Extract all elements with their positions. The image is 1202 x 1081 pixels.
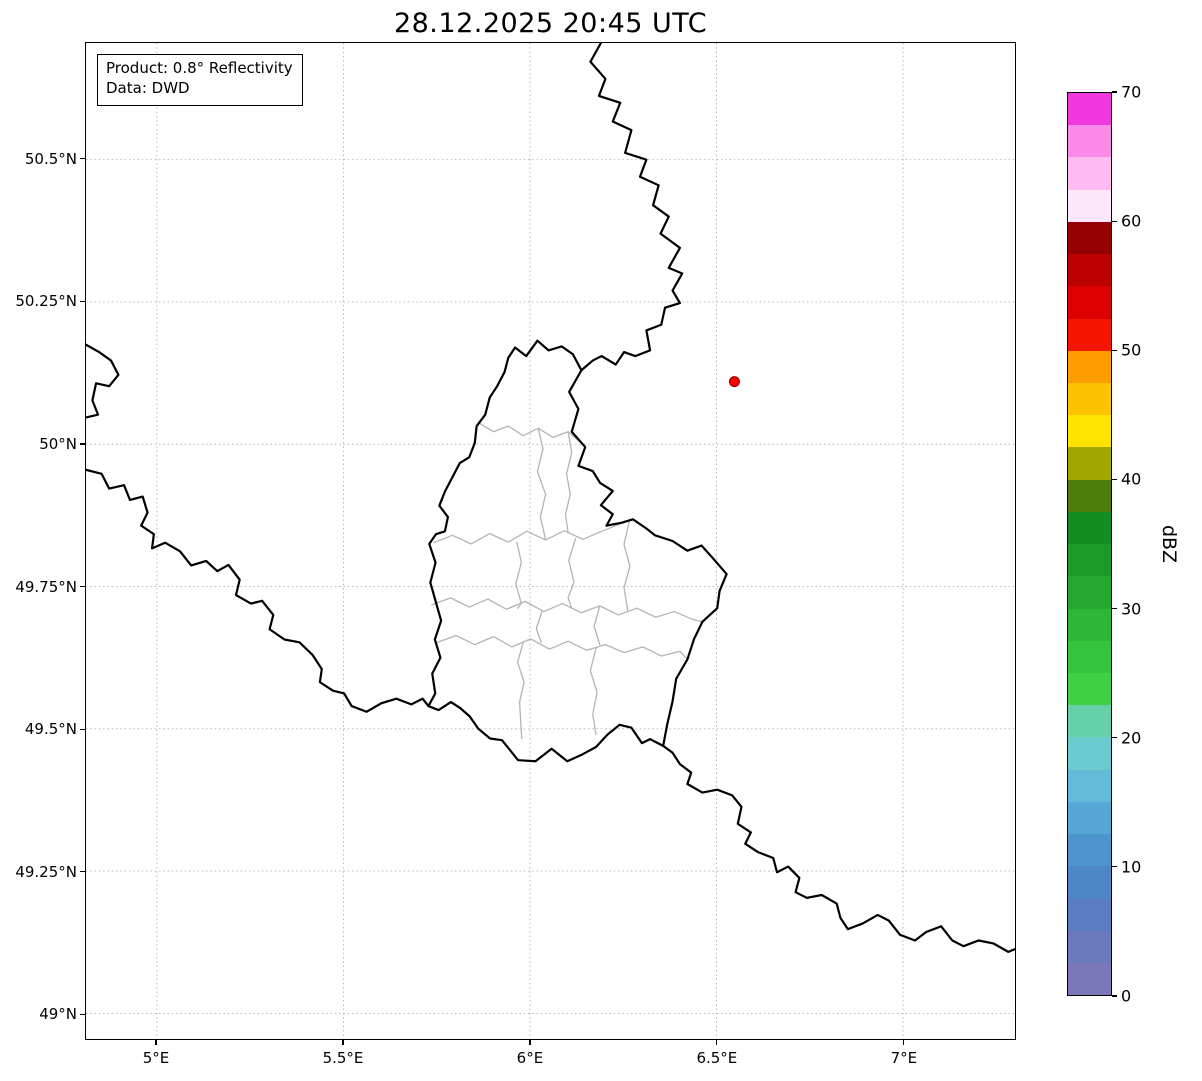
y-axis-tick	[80, 586, 85, 588]
canton-boundary	[431, 597, 704, 623]
colorbar-tick-label: 60	[1121, 211, 1142, 231]
canton-boundary	[567, 538, 577, 609]
colorbar-tick-label: 40	[1121, 469, 1142, 489]
colorbar-band	[1068, 640, 1111, 673]
colorbar-tick-label: 0	[1121, 986, 1132, 1006]
colorbar-tick-label: 10	[1121, 857, 1142, 877]
y-axis-tick	[80, 728, 85, 730]
x-axis-tick-label: 5.5°E	[322, 1049, 364, 1067]
colorbar-tick-label: 20	[1121, 728, 1142, 748]
y-axis-tick-label: 49.25°N	[15, 862, 77, 881]
colorbar-tick-label: 70	[1121, 82, 1142, 102]
y-axis-tick	[80, 300, 85, 303]
colorbar-tick	[1112, 478, 1117, 481]
canton-boundary	[436, 634, 689, 661]
colorbar-tick	[1112, 220, 1117, 222]
x-axis-tick-label: 6.5°E	[696, 1049, 738, 1067]
canton-boundary	[477, 421, 585, 447]
colorbar-tick	[1112, 866, 1117, 868]
x-axis-tick-label: 7°E	[890, 1049, 918, 1067]
y-axis-tick	[80, 443, 85, 445]
x-axis-tick	[903, 1040, 905, 1045]
y-axis-tick	[80, 158, 85, 160]
colorbar-band	[1068, 93, 1111, 126]
colorbar-band	[1068, 962, 1111, 996]
canton-boundary	[623, 520, 631, 612]
colorbar-axis-label: dBZ	[1158, 524, 1180, 564]
colorbar-band	[1068, 544, 1111, 577]
colorbar-band	[1068, 415, 1111, 448]
france-belgium-givet-border	[86, 343, 120, 419]
colorbar-tick	[1112, 607, 1117, 610]
y-axis-tick-label: 50.5°N	[24, 149, 77, 168]
y-axis-tick-label: 49.5°N	[24, 720, 77, 739]
colorbar-band	[1068, 382, 1111, 416]
colorbar-band	[1068, 834, 1111, 867]
canton-boundary	[517, 641, 525, 740]
colorbar-band	[1068, 866, 1111, 899]
belgium-germany-border	[580, 43, 684, 372]
figure-title: 28.12.2025 20:45 UTC	[393, 8, 708, 39]
colorbar-band	[1068, 350, 1111, 383]
x-axis-tick-label: 5°E	[142, 1049, 170, 1067]
colorbar-band	[1068, 608, 1111, 641]
colorbar-band	[1068, 672, 1111, 706]
colorbar-band	[1068, 221, 1111, 255]
colorbar-band	[1068, 705, 1111, 738]
colorbar-band	[1068, 801, 1111, 835]
x-axis-tick	[529, 1040, 531, 1045]
colorbar-tick	[1112, 737, 1117, 739]
map-canvas	[86, 43, 1015, 1039]
colorbar-band	[1068, 318, 1111, 351]
colorbar-band	[1068, 769, 1111, 802]
canton-boundary	[593, 605, 601, 646]
product-info-box: Product: 0.8° Reflectivity Data: DWD	[97, 54, 303, 106]
canton-boundary	[536, 427, 547, 541]
product-info-line: Product: 0.8° Reflectivity	[106, 59, 293, 77]
colorbar-band	[1068, 479, 1111, 512]
colorbar-band	[1068, 930, 1111, 963]
colorbar-band	[1068, 157, 1111, 190]
y-axis-tick	[80, 1013, 85, 1015]
y-axis-tick	[80, 871, 85, 873]
map-plot-area: Product: 0.8° Reflectivity Data: DWD	[85, 42, 1016, 1040]
colorbar-band	[1068, 286, 1111, 319]
colorbar-tick-label: 50	[1121, 340, 1142, 360]
colorbar-band	[1068, 447, 1111, 480]
colorbar-band	[1068, 898, 1111, 931]
luxembourg-outline	[427, 339, 728, 763]
colorbar-band	[1068, 189, 1111, 222]
colorbar-band	[1068, 511, 1111, 545]
colorbar-band	[1068, 254, 1111, 287]
y-axis-tick-label: 50.25°N	[15, 292, 77, 311]
canton-boundary	[535, 610, 543, 643]
canton-boundary	[433, 518, 633, 545]
x-axis-tick	[342, 1040, 344, 1045]
y-axis-tick-label: 49°N	[39, 1005, 77, 1024]
belgium-france-border	[86, 468, 430, 713]
data-source-line: Data: DWD	[106, 78, 190, 97]
radar-site-marker	[728, 376, 740, 388]
x-axis-tick	[155, 1040, 157, 1045]
colorbar-band	[1068, 737, 1111, 770]
colorbar-tick-label: 30	[1121, 599, 1142, 619]
colorbar-tick	[1112, 91, 1117, 93]
colorbar-tick	[1112, 349, 1117, 351]
colorbar-tick	[1112, 995, 1117, 997]
x-axis-tick	[716, 1040, 718, 1045]
colorbar-band	[1068, 576, 1111, 609]
y-axis-tick-label: 49.75°N	[15, 577, 77, 596]
canton-boundary	[564, 431, 573, 534]
y-axis-tick-label: 50°N	[39, 435, 77, 454]
x-axis-tick-label: 6°E	[516, 1049, 544, 1067]
france-germany-border	[662, 744, 1015, 953]
canton-boundary	[515, 541, 523, 609]
colorbar	[1067, 92, 1112, 996]
colorbar-band	[1068, 125, 1111, 158]
canton-boundary	[589, 647, 598, 736]
